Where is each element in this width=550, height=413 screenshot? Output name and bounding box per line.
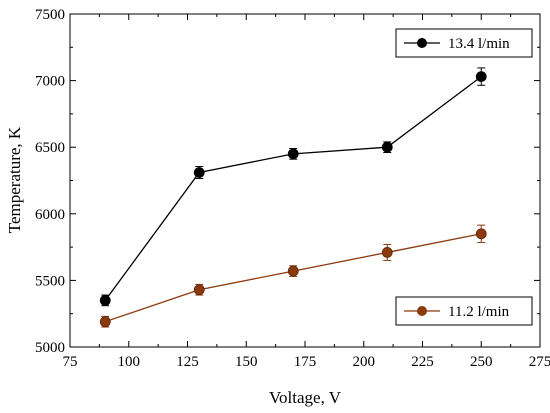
series-1 — [99, 67, 487, 307]
y-tick-label: 5500 — [35, 273, 65, 289]
axis-ticks — [69, 13, 541, 348]
series-layer — [99, 67, 487, 328]
legend-label: 13.4 l/min — [448, 36, 510, 52]
x-axis-label: Voltage, V — [269, 388, 342, 407]
data-point — [193, 167, 205, 178]
data-point — [475, 71, 487, 83]
data-point — [475, 228, 487, 240]
legend-marker — [417, 306, 427, 316]
y-tick-label: 6000 — [35, 207, 65, 223]
y-tick-label: 7500 — [35, 7, 65, 23]
x-tick-label: 225 — [411, 354, 434, 370]
data-point — [99, 294, 111, 306]
x-tick-label: 250 — [470, 354, 493, 370]
data-point — [287, 265, 299, 277]
data-point — [287, 148, 299, 160]
data-point — [381, 247, 393, 258]
data-point — [381, 141, 393, 153]
legends: 13.4 l/min 11.2 l/min — [395, 28, 533, 326]
tick-labels: 75 100 125 150 175 200 225 250 275 5000 5500 6000 65… — [35, 7, 550, 370]
plot-area — [69, 13, 541, 348]
series-2 — [99, 224, 487, 328]
legend-1: 13.4 l/min — [395, 28, 533, 58]
y-tick-label: 7000 — [35, 74, 65, 90]
x-tick-label: 200 — [353, 354, 376, 370]
x-tick-label: 150 — [235, 354, 258, 370]
data-point — [193, 284, 205, 296]
y-tick-label: 5000 — [35, 340, 65, 356]
x-tick-label: 175 — [294, 354, 317, 370]
data-point — [99, 316, 111, 328]
legend-marker — [417, 38, 427, 48]
x-tick-label: 100 — [118, 354, 141, 370]
y-tick-label: 6500 — [35, 140, 65, 156]
legend-label: 11.2 l/min — [448, 304, 510, 320]
x-tick-label: 125 — [176, 354, 199, 370]
legend-2: 11.2 l/min — [395, 296, 533, 326]
y-axis-label: Temperature, K — [5, 126, 24, 233]
x-tick-label: 275 — [529, 354, 550, 370]
x-tick-label: 75 — [63, 354, 78, 370]
